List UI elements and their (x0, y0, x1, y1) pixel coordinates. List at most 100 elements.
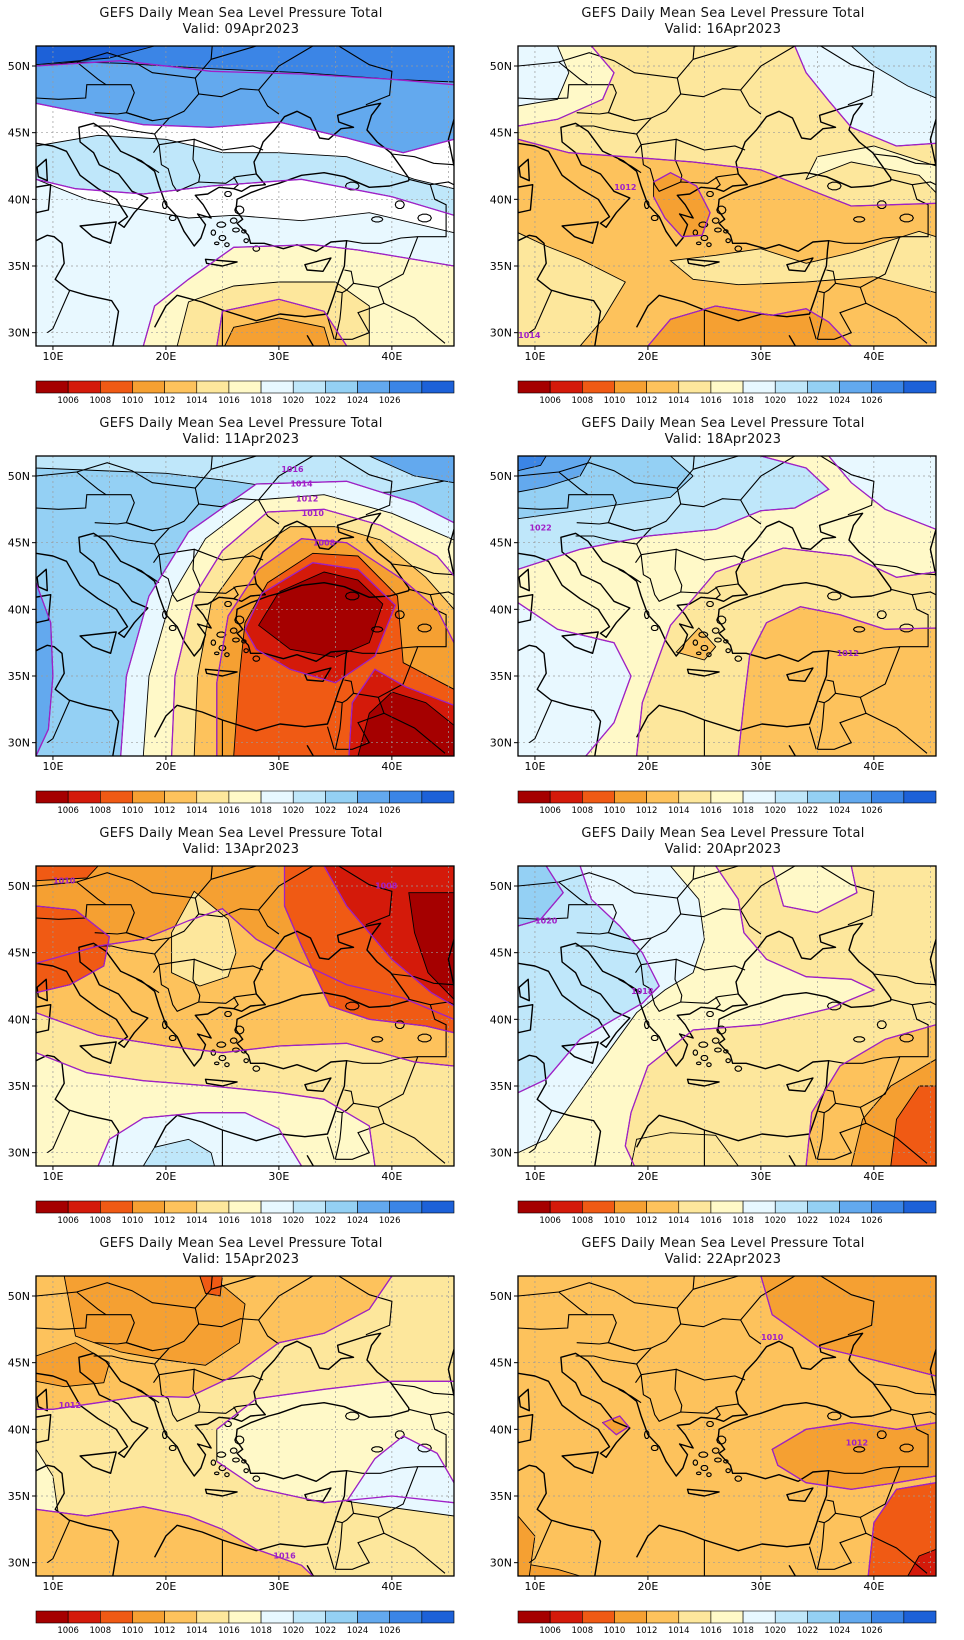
latitude-label: 45N (8, 1357, 30, 1370)
coastline (518, 102, 892, 247)
legend-color-swatch (774, 790, 808, 804)
border-line (528, 699, 553, 744)
legend-level-label: 1010 (604, 396, 626, 406)
island-outline (417, 623, 432, 633)
longitude-label: 20E (155, 1580, 176, 1593)
latitude-label: 30N (490, 737, 512, 750)
isobar-line (794, 46, 936, 147)
pressure-fill-region (675, 627, 717, 661)
latitude-label: 40N (8, 603, 30, 616)
legend-color-swatch (774, 380, 808, 394)
island-outline (210, 1049, 217, 1056)
legend-color-swatch (807, 790, 840, 804)
isobar-line (36, 582, 54, 756)
latitude-label: 45N (8, 537, 30, 550)
border-line (326, 1136, 335, 1160)
island-outline (36, 978, 48, 1002)
island-outline (234, 1435, 245, 1445)
border-line (740, 46, 796, 91)
legend-color-swatch (839, 1610, 872, 1624)
island-outline (213, 1061, 220, 1066)
island-outline (518, 1004, 534, 1034)
island-outline (241, 1459, 247, 1464)
isobar-line (36, 1506, 314, 1576)
border-line (608, 522, 635, 532)
isobar-label: 1014 (518, 331, 541, 340)
isobar-line (97, 1112, 303, 1166)
latitude-label: 35N (490, 260, 512, 273)
island-outline (210, 1459, 217, 1466)
isobar-label: 1020 (535, 916, 558, 925)
isobar-label: 1012 (614, 183, 636, 192)
island-outline (168, 214, 177, 222)
coastline (447, 1349, 454, 1397)
isobar-label: 1018 (631, 987, 654, 996)
legend-color-swatch (710, 790, 744, 804)
map-frame (35, 455, 455, 757)
latitude-label: 45N (490, 947, 512, 960)
map-frame (35, 865, 455, 1167)
coastline (153, 1402, 409, 1558)
panel-valid-date: Valid: 13Apr2023 (182, 842, 300, 857)
country-borders (36, 1276, 454, 1576)
border-line (808, 1136, 817, 1160)
border-line (816, 1522, 825, 1570)
border-line (334, 1522, 343, 1570)
island-outline (725, 238, 731, 244)
longitude-label: 10E (524, 760, 545, 773)
longitude-label: 30E (750, 1170, 771, 1183)
border-line (46, 1109, 71, 1154)
legend-level-label: 1018 (732, 1216, 754, 1226)
island-outline (218, 644, 227, 652)
island-outline (692, 229, 699, 236)
legend-color-swatch (292, 380, 326, 394)
isobar-line (36, 1052, 376, 1166)
island-outline (224, 1472, 230, 1478)
legend-level-label: 1026 (379, 806, 401, 816)
pressure-fill-region (669, 230, 936, 294)
legend-color-swatch (389, 1200, 423, 1214)
island-outline (224, 242, 230, 248)
island-outline (36, 158, 48, 182)
border-line (353, 1466, 419, 1518)
legend-level-label: 1016 (700, 396, 722, 406)
pressure-fill-region (518, 456, 547, 472)
island-outline (204, 258, 238, 267)
latitude-label: 35N (490, 1490, 512, 1503)
island-outline (304, 1077, 332, 1092)
border-line (715, 176, 721, 190)
map-body: 1010 1012 (518, 1276, 936, 1576)
legend-level-label: 1020 (282, 1216, 304, 1226)
isobar-label: 1016 (273, 1552, 296, 1561)
island-outline (168, 1034, 177, 1042)
border-line (126, 522, 153, 532)
island-outline (229, 1447, 238, 1454)
border-line (618, 158, 642, 174)
legend-color-swatch (164, 1200, 198, 1214)
legend-level-label: 1026 (861, 1216, 883, 1226)
panel-valid-date: Valid: 16Apr2023 (664, 22, 782, 37)
island-outline (216, 1041, 227, 1048)
latitude-label: 30N (490, 1557, 512, 1570)
island-outline (686, 668, 720, 677)
border-line (692, 456, 739, 470)
legend-level-label: 1024 (347, 396, 369, 406)
island-outline (210, 639, 217, 646)
border-line (338, 456, 393, 516)
island-outline (204, 1488, 238, 1497)
border-line (210, 1276, 257, 1290)
coastline (518, 1054, 602, 1166)
isobar-line (518, 138, 936, 207)
island-outline (852, 1036, 866, 1043)
longitude-label: 30E (268, 760, 289, 773)
legend-color-swatch (774, 1200, 808, 1214)
legend-level-label: 1022 (315, 806, 337, 816)
pressure-color-legend: 1006 1008 1010 1012 1014 1016 1018 1020 1022 1024… (35, 1610, 455, 1636)
island-outline (899, 1033, 914, 1043)
border-line (136, 978, 160, 994)
island-outline (394, 200, 405, 210)
legend-color-swatch (228, 380, 262, 394)
legend-level-label: 1022 (797, 806, 819, 816)
pressure-fill-region (630, 1132, 739, 1166)
legend-color-swatch (100, 1200, 133, 1214)
